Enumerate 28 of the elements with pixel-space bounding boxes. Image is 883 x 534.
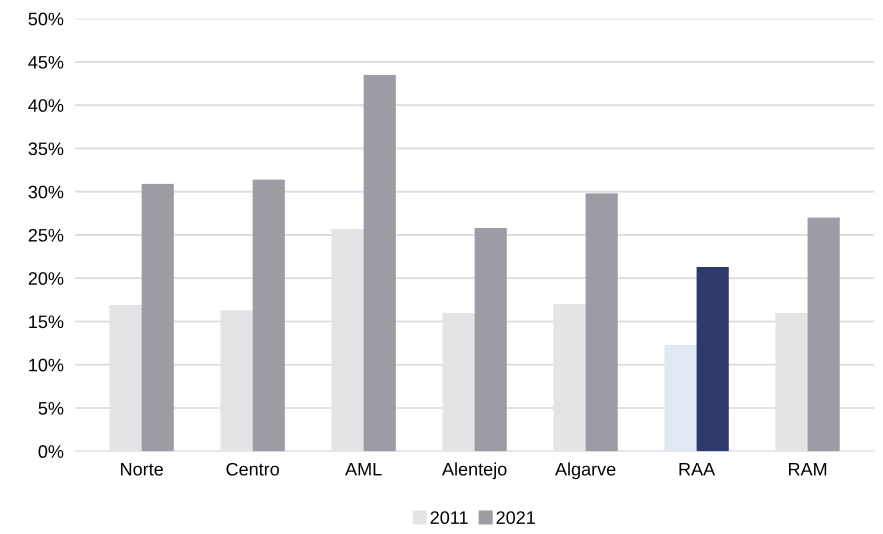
bar — [696, 266, 729, 452]
y-tick-label: 35% — [28, 142, 64, 156]
bar — [586, 193, 618, 452]
bar — [364, 74, 396, 452]
x-tick-label: AML — [345, 463, 382, 476]
y-tick-label: 50% — [28, 12, 64, 26]
y-tick-label: 30% — [28, 186, 64, 198]
y-tick-label: 10% — [29, 358, 64, 372]
y-tick-label: 25% — [28, 228, 64, 242]
y-tick-label: 20% — [28, 272, 64, 285]
x-tick-label: RAM — [788, 463, 826, 476]
x-tick-label: RAA — [680, 463, 716, 476]
y-tick-label: 45% — [28, 56, 64, 69]
bar — [474, 228, 507, 452]
legend-label: 2021 — [496, 511, 535, 524]
y-tick-label: 40% — [28, 99, 64, 112]
bar — [808, 218, 840, 452]
x-tick-label: Centro — [226, 462, 279, 476]
y-tick-label: 0% — [38, 445, 64, 458]
bar — [252, 180, 285, 452]
legend-label: 2011 — [430, 511, 468, 524]
x-tick-label: Norte — [121, 463, 163, 476]
bar — [142, 184, 174, 452]
x-tick-label: Alentejo — [442, 462, 506, 480]
bar — [664, 344, 697, 452]
y-tick-label: 15% — [29, 315, 64, 328]
y-tick-label: 5% — [38, 402, 64, 415]
x-tick-label: Algarve — [555, 462, 616, 480]
